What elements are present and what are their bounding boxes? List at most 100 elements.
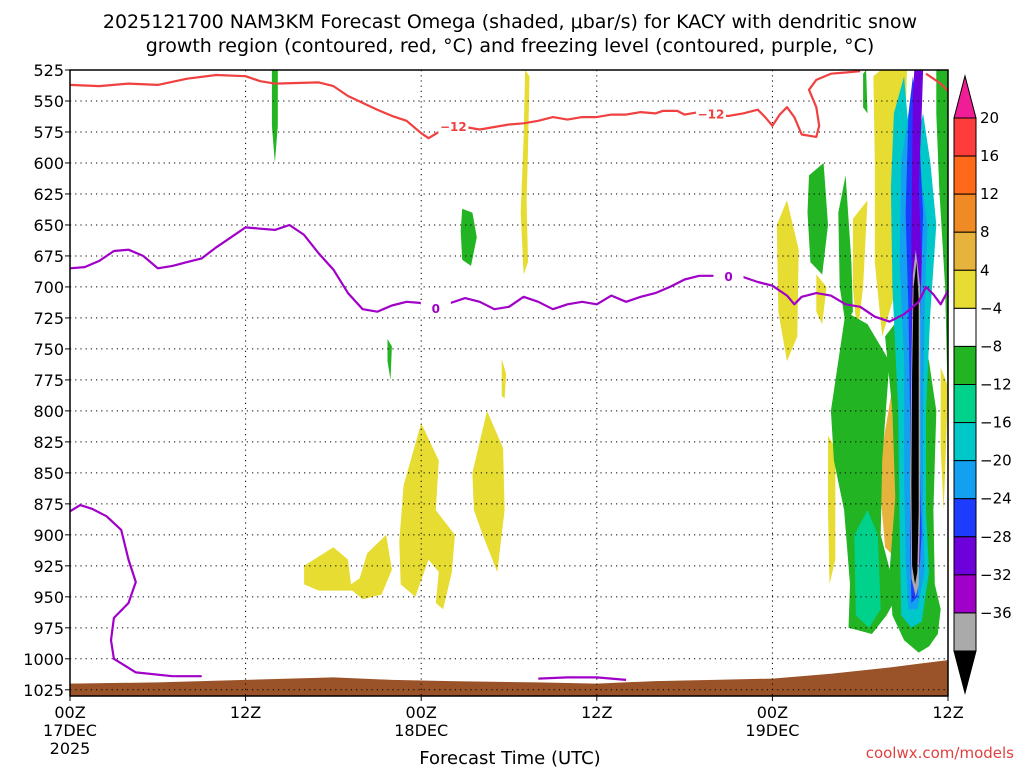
colorbar-segment <box>953 422 977 462</box>
colorbar-label: −28 <box>980 528 1012 546</box>
colorbar-segment <box>953 574 977 614</box>
y-tick-label: 1025 <box>23 681 64 700</box>
colorbar-label: 12 <box>980 185 999 203</box>
contour-label: 0 <box>724 270 732 284</box>
colorbar-top-arrow <box>953 74 977 119</box>
colorbar-segment <box>953 384 977 424</box>
contour-line <box>69 504 202 678</box>
terrain-fill <box>70 660 948 696</box>
chart-title-line1: 2025121700 NAM3KM Forecast Omega (shaded… <box>103 11 917 33</box>
contour-line <box>69 70 861 140</box>
colorbar-label: −12 <box>980 376 1012 394</box>
colorbar-segment <box>953 612 977 652</box>
omega-region <box>501 358 507 399</box>
x-tick-date: 17DEC <box>43 721 97 740</box>
colorbar-segment <box>953 345 977 385</box>
contour-label: −12 <box>440 120 467 134</box>
colorbar-segment <box>953 307 977 347</box>
y-tick-label: 800 <box>33 402 64 421</box>
plot-frame <box>69 69 949 697</box>
colorbar: 20 16 12 8 4 −4 −8 −12 −16 −20 −24 −28 −32 −36 <box>953 74 1012 695</box>
y-tick-label: 1000 <box>23 650 64 669</box>
y-tick-label: 750 <box>33 340 64 359</box>
omega-region <box>387 339 392 380</box>
colorbar-segment <box>953 536 977 576</box>
omega-region <box>472 410 505 572</box>
y-tick-label: 925 <box>33 557 64 576</box>
omega-region <box>271 70 278 163</box>
x-tick-date: 18DEC <box>394 721 448 740</box>
contour-label-bg <box>420 301 451 317</box>
chart-title-line2: growth region (contoured, red, °C) and f… <box>146 35 875 57</box>
y-tick-label: 600 <box>33 154 64 173</box>
omega-region <box>854 510 881 628</box>
contour-label-bg <box>713 269 744 285</box>
colorbar-label: −32 <box>980 566 1012 584</box>
colorbar-label: −24 <box>980 490 1012 508</box>
colorbar-segment <box>953 498 977 538</box>
colorbar-segment <box>953 155 977 195</box>
y-axis-ticks: 525 550 575 600 625 650 675 700 725 750 775 800 825 8… <box>23 61 70 700</box>
y-tick-label: 825 <box>33 433 64 452</box>
omega-region <box>863 70 868 114</box>
colorbar-bottom-arrow <box>953 650 977 695</box>
y-tick-label: 875 <box>33 495 64 514</box>
x-tick-label: 12Z <box>581 703 612 722</box>
contour-line <box>925 72 949 92</box>
y-tick-label: 575 <box>33 123 64 142</box>
omega-region <box>460 208 477 266</box>
contour-label-bg <box>438 119 469 135</box>
y-tick-label: 975 <box>33 619 64 638</box>
omega-region <box>520 70 530 275</box>
y-tick-label: 675 <box>33 247 64 266</box>
omega-region <box>776 200 799 362</box>
colorbar-segment <box>953 193 977 233</box>
contour-label: −12 <box>698 108 725 122</box>
x-tick-date: 19DEC <box>745 721 799 740</box>
colorbar-label: 16 <box>980 147 999 165</box>
contour-line <box>538 676 627 681</box>
colorbar-label: −36 <box>980 604 1012 622</box>
colorbar-label: −20 <box>980 452 1012 470</box>
x-tick-label: 12Z <box>932 703 963 722</box>
y-tick-label: 950 <box>33 588 64 607</box>
credit-text: coolwx.com/models <box>866 744 1014 762</box>
omega-region <box>852 200 868 337</box>
y-tick-label: 700 <box>33 278 64 297</box>
colorbar-segment <box>953 117 977 157</box>
contour-layer: −12 −12 0 0 <box>69 70 949 681</box>
terrain-layer <box>70 660 948 696</box>
omega-region <box>838 175 853 325</box>
omega-shading-layer <box>271 70 948 653</box>
x-tick-label: 00Z <box>757 703 788 722</box>
omega-region <box>399 423 455 610</box>
colorbar-label: −8 <box>980 337 1002 355</box>
omega-region <box>830 311 897 634</box>
y-tick-label: 650 <box>33 216 64 235</box>
y-tick-label: 900 <box>33 526 64 545</box>
omega-region <box>940 367 948 511</box>
y-tick-label: 550 <box>33 92 64 111</box>
x-tick-year: 2025 <box>50 739 91 758</box>
omega-region <box>936 70 948 411</box>
x-tick-label: 12Z <box>230 703 261 722</box>
plot-area: −12 −12 0 0 <box>69 69 949 697</box>
colorbar-label: 20 <box>980 109 999 127</box>
y-tick-label: 850 <box>33 464 64 483</box>
y-tick-label: 525 <box>33 61 64 80</box>
omega-region <box>304 534 392 600</box>
contour-label-bg <box>695 106 726 122</box>
colorbar-label: 4 <box>980 261 990 279</box>
y-tick-label: 725 <box>33 309 64 328</box>
colorbar-segment <box>953 460 977 500</box>
colorbar-label: −4 <box>980 299 1002 317</box>
x-tick-label: 00Z <box>406 703 437 722</box>
omega-region <box>807 163 828 275</box>
y-tick-label: 625 <box>33 185 64 204</box>
colorbar-label: −16 <box>980 414 1012 432</box>
plot-background <box>70 70 948 696</box>
colorbar-label: 8 <box>980 223 990 241</box>
y-tick-label: 775 <box>33 371 64 390</box>
